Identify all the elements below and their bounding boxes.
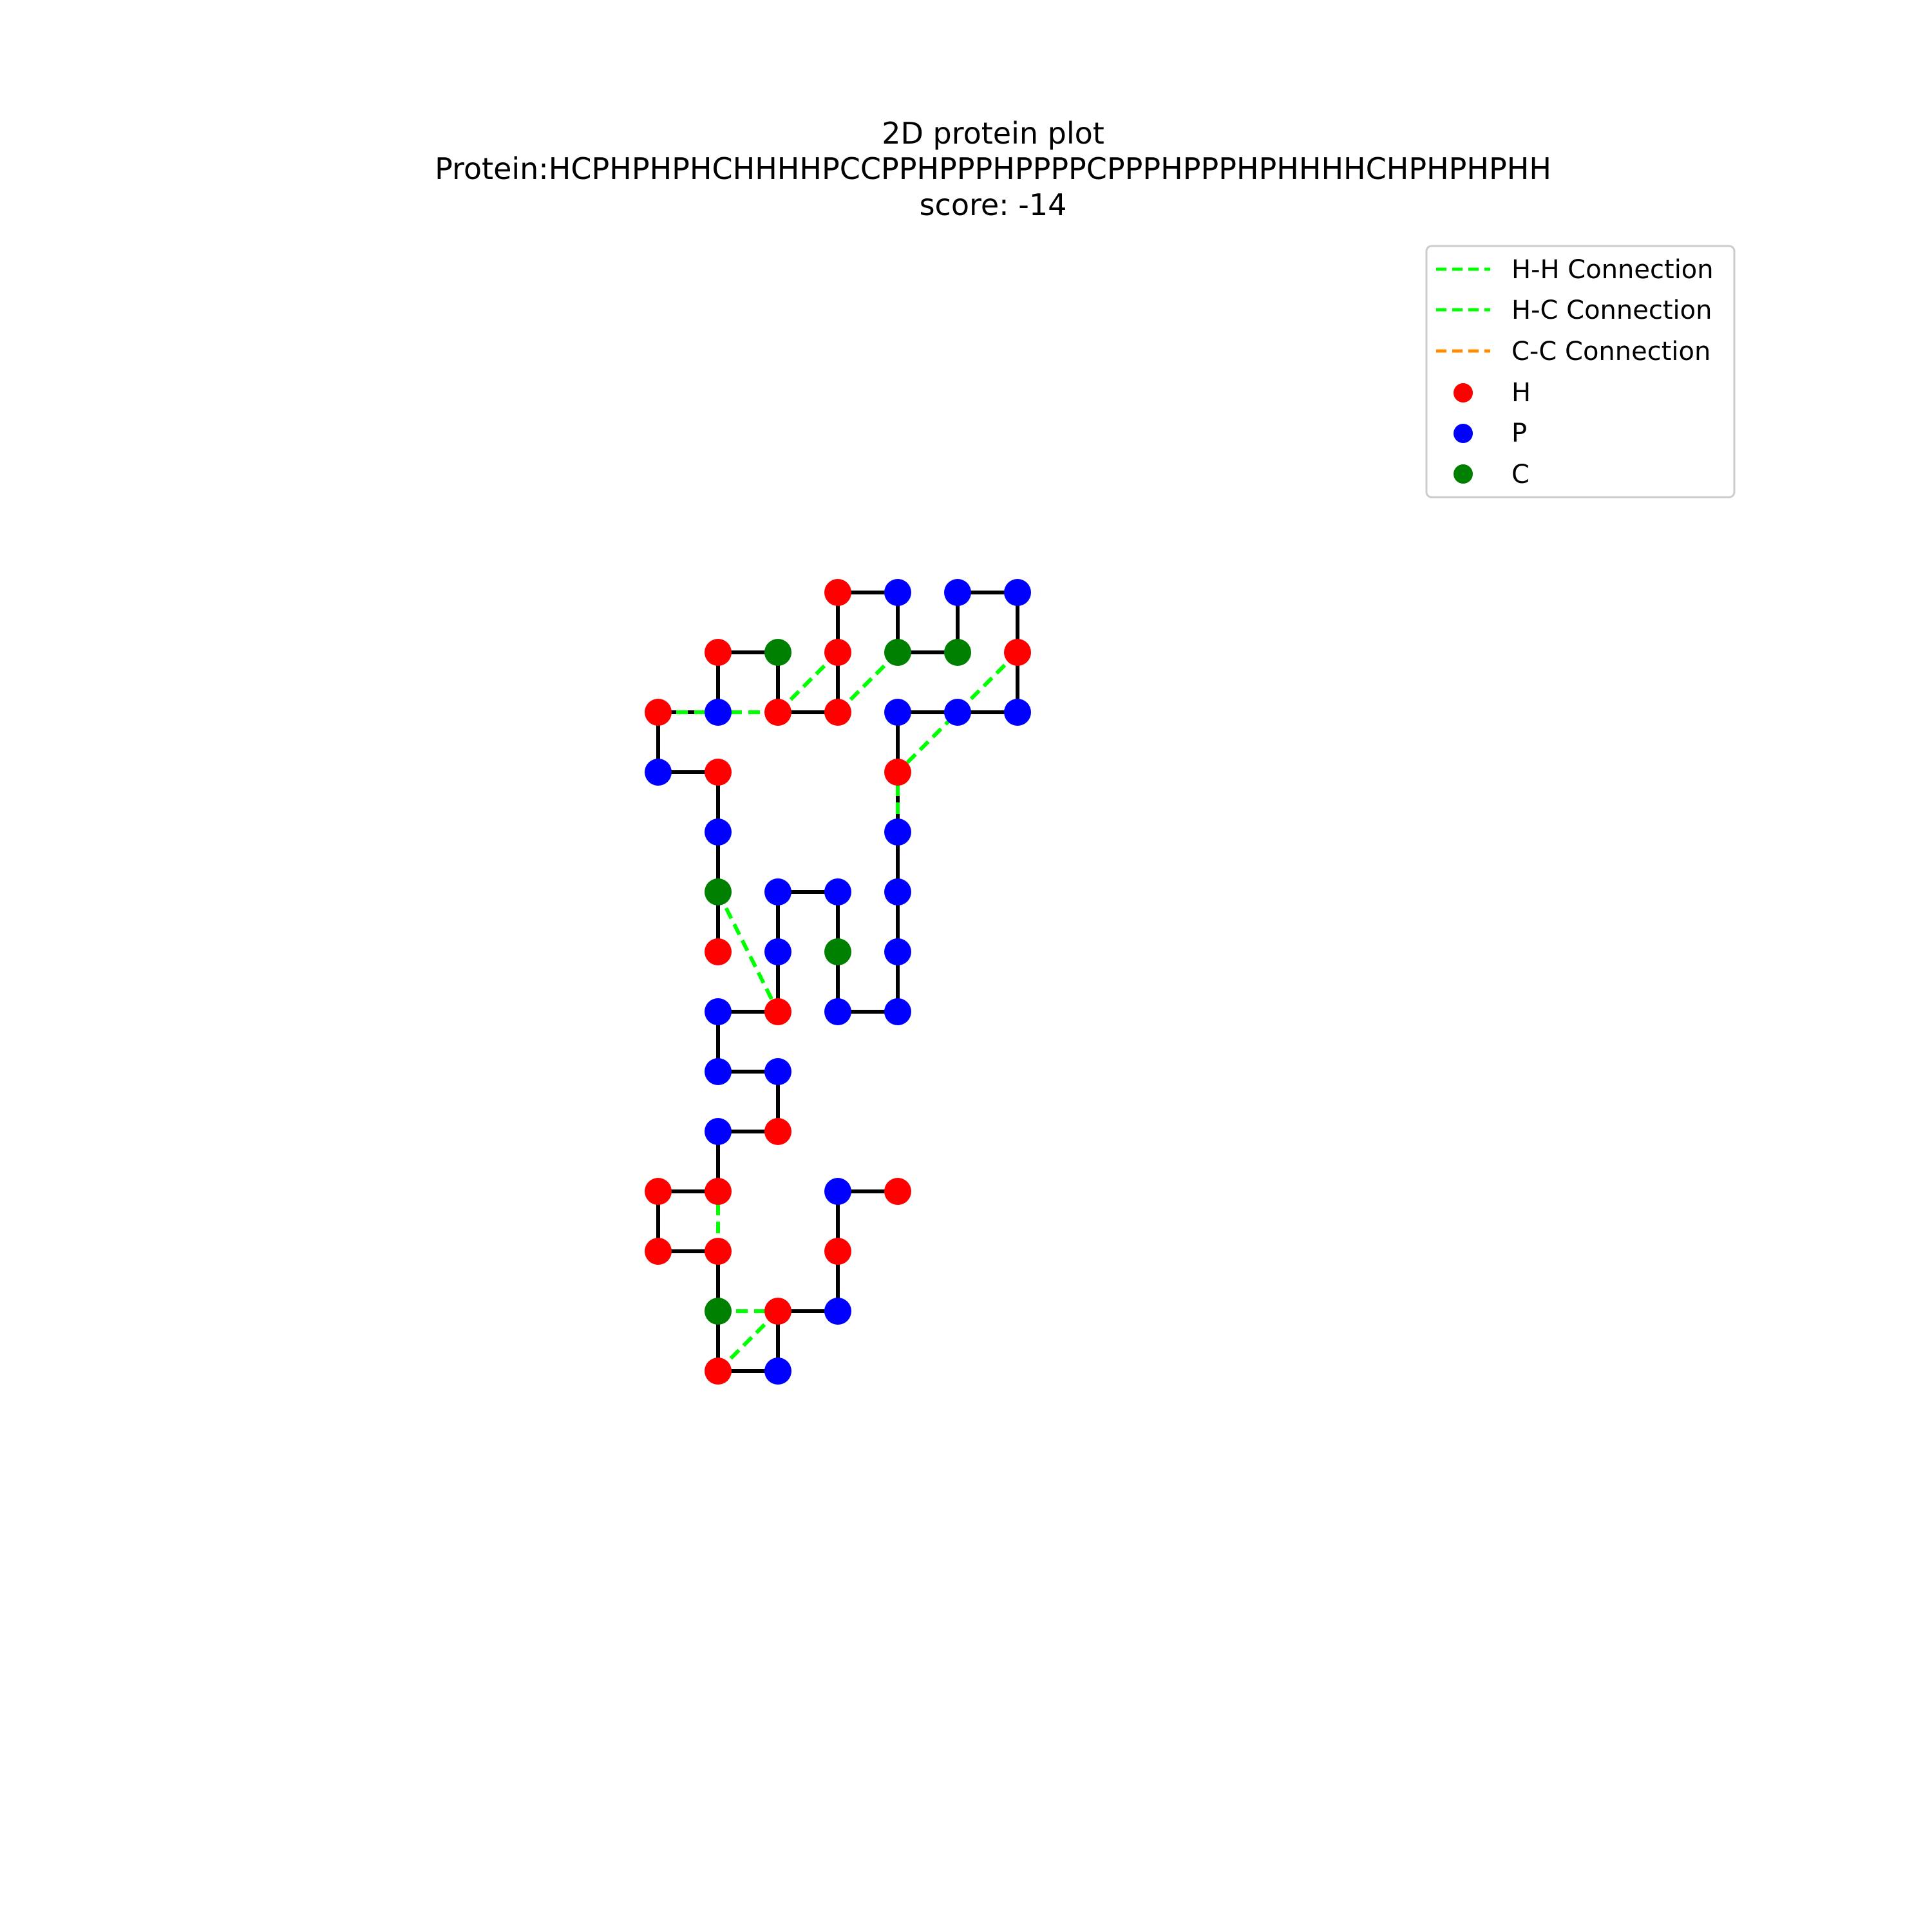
residue-p [824,878,851,905]
residue-h [824,1238,851,1265]
legend-cc-label: C-C Connection [1511,337,1710,366]
residue-c [705,1298,732,1325]
residue-c [824,938,851,965]
residue-p [1004,699,1031,726]
residue-p [824,1178,851,1205]
residue-p [884,998,911,1025]
legend-h-marker [1454,383,1473,402]
legend-p-label: P [1511,419,1527,448]
residue-p [1004,579,1031,606]
residue-p [824,998,851,1025]
residue-h [764,1298,791,1325]
residue-h [705,1238,732,1265]
residue-h [645,1178,672,1205]
residue-p [884,878,911,905]
legend-c-label: C [1511,460,1530,489]
residue-p [705,1058,732,1085]
residue-p [705,819,732,846]
legend: H-H Connection H-C Connection C-C Connec… [1426,246,1734,497]
residue-p [764,938,791,965]
residue-p [884,699,911,726]
residue-p [764,878,791,905]
residue-h [824,639,851,666]
residue-h [705,1358,732,1385]
legend-c-marker [1454,464,1473,484]
residue-h [764,699,791,726]
legend-hc-label: H-C Connection [1511,296,1712,325]
residue-h [705,759,732,786]
residue-c [884,639,911,666]
residue-h [824,699,851,726]
chart-title-group: 2D protein plot Protein:HCPHPHPHCHHHHPCC… [435,116,1551,222]
residue-h [705,1178,732,1205]
legend-p-marker [1454,424,1473,443]
residue-p [705,1118,732,1145]
chart-subtitle: Protein:HCPHPHPHCHHHHPCCPPHPPPHPPPPCPPPH… [435,151,1551,186]
residue-p [705,699,732,726]
residue-h [705,639,732,666]
residue-h [884,1178,911,1205]
chart-title: 2D protein plot [882,116,1104,151]
residue-p [944,579,971,606]
score-label: score: -14 [920,187,1067,222]
legend-hh-label: H-H Connection [1511,255,1714,285]
residue-c [705,878,732,905]
residue-h [764,1118,791,1145]
residue-h [1004,639,1031,666]
residue-p [884,938,911,965]
residue-p [764,1058,791,1085]
residue-p [645,759,672,786]
residue-h [764,998,791,1025]
residue-h [824,579,851,606]
residue-p [705,998,732,1025]
legend-h-label: H [1511,378,1531,408]
residue-p [884,579,911,606]
residue-h [645,699,672,726]
residue-c [944,639,971,666]
residue-h [645,1238,672,1265]
residue-h [705,938,732,965]
residue-p [884,819,911,846]
residue-h [884,759,911,786]
residue-p [824,1298,851,1325]
plot-area [645,579,1031,1385]
residue-c [764,639,791,666]
residue-p [764,1358,791,1385]
residue-p [944,699,971,726]
